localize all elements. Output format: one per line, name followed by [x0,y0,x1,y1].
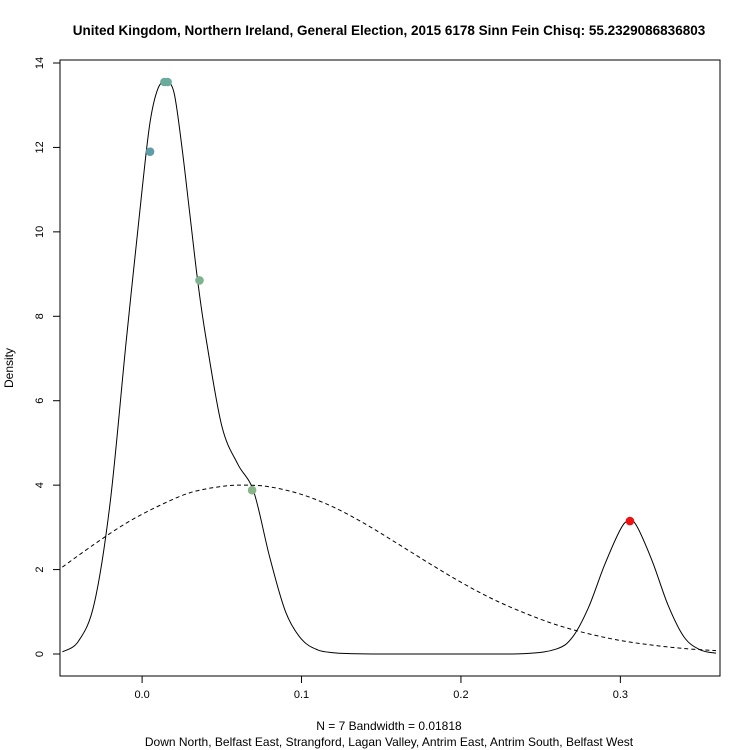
data-point [625,516,635,526]
x-tick-label: 0.1 [294,689,309,701]
y-tick-label: 6 [34,398,46,404]
x-tick-label: 0.3 [613,689,628,701]
normal-reference-curve [62,484,717,652]
y-tick-label: 4 [34,482,46,488]
y-axis: 0 2 4 6 8 10 12 14 [34,57,60,657]
x-tick-label: 0.0 [134,689,149,701]
data-point [195,276,204,285]
x-axis-sublabel: Down North, Belfast East, Strangford, La… [145,735,634,749]
plot-frame [59,59,721,677]
data-point [247,485,257,495]
y-tick-label: 2 [34,567,46,573]
y-axis-label: Density [2,348,16,388]
chart-title: United Kingdom, Northern Ireland, Genera… [73,23,706,38]
y-tick-label: 14 [34,57,46,69]
points-layer [145,77,635,526]
x-axis: 0.0 0.1 0.2 0.3 [134,676,628,701]
x-axis-label: N = 7 Bandwidth = 0.01818 [316,719,462,733]
y-tick-label: 10 [34,226,46,238]
y-tick-label: 8 [34,313,46,319]
density-curve [62,81,717,655]
series-layer [62,81,717,655]
y-tick-label: 12 [34,141,46,153]
data-point [163,77,172,87]
y-tick-label: 0 [34,651,46,657]
data-point [145,147,155,156]
x-tick-label: 0.2 [453,689,468,701]
